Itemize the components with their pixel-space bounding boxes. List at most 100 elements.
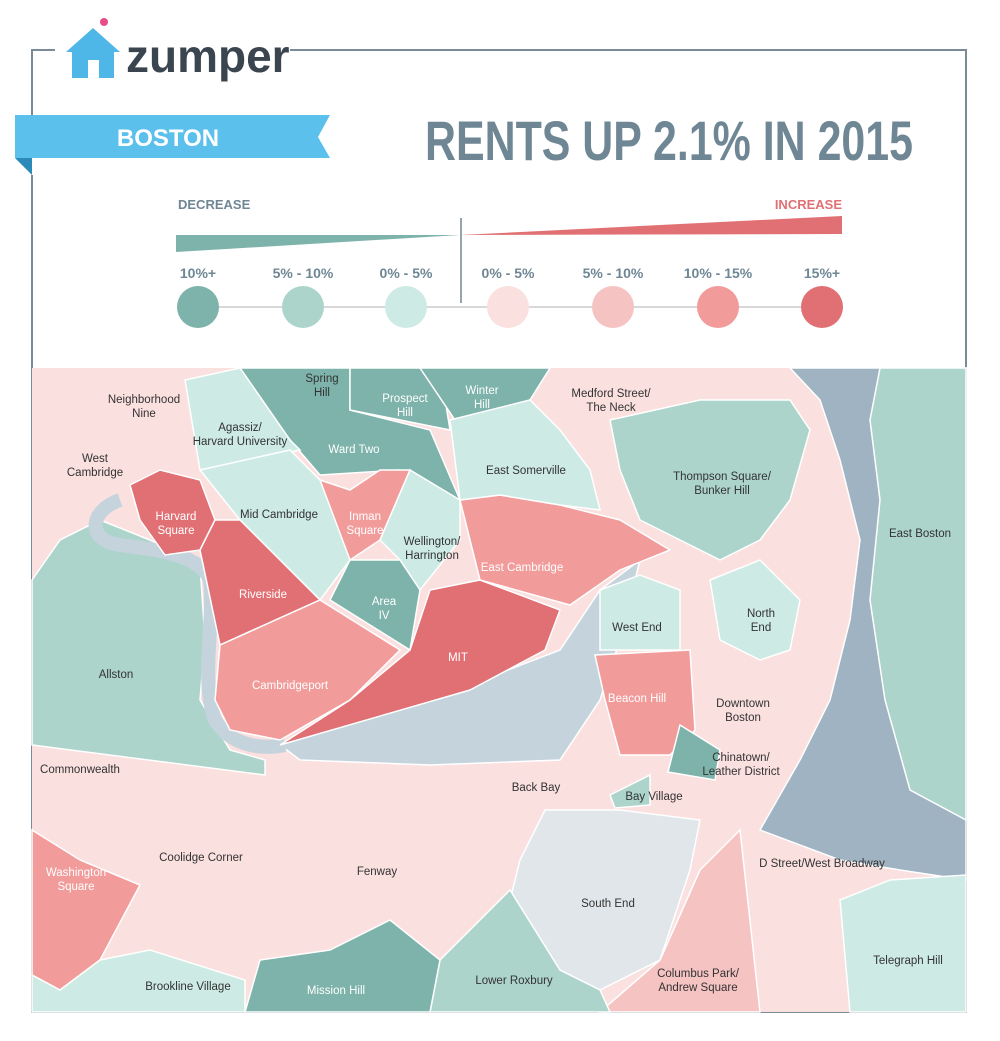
neighborhood-label: Bunker Hill xyxy=(694,485,750,497)
neighborhood-label: Mid Cambridge xyxy=(240,509,318,521)
bay-village xyxy=(609,773,651,809)
agassiz xyxy=(184,367,302,471)
neighborhood-label: IV xyxy=(379,610,390,622)
neighborhood-label: Harrington xyxy=(405,550,459,562)
legend-swatch xyxy=(282,286,324,328)
legend-label: 0% - 5% xyxy=(380,265,433,281)
neighborhood-label: Inman xyxy=(349,511,381,523)
cambridgeport xyxy=(214,599,402,741)
neighborhood-label: Harvard University xyxy=(193,436,288,448)
brookline-village xyxy=(31,949,246,1013)
west-end xyxy=(599,574,681,651)
legend-label: 5% - 10% xyxy=(583,265,644,281)
neighborhood-label: Back Bay xyxy=(512,782,561,794)
map-labels: Spring Hill Neighborhood Nine Prospect Hill Wi… xyxy=(40,373,951,997)
area-iv xyxy=(329,559,421,652)
increase-wedge xyxy=(460,216,842,235)
neighborhood-label: Chinatown/ xyxy=(712,752,770,764)
neighborhood-label: North xyxy=(747,608,775,620)
neighborhood-label: Hill xyxy=(397,407,413,419)
neighborhood-label: West xyxy=(82,453,109,465)
legend-label: 10%+ xyxy=(180,265,216,281)
neighborhood-label: Thompson Square/ xyxy=(673,471,772,483)
legend-increase: INCREASE xyxy=(775,197,843,212)
logo-text: zumper xyxy=(126,30,290,82)
neighborhood-label: Wellington/ xyxy=(404,536,461,548)
neighborhood-label: Area xyxy=(372,596,397,608)
neighborhood-label: Andrew Square xyxy=(658,982,737,994)
ribbon xyxy=(15,115,330,158)
chinatown xyxy=(667,723,721,781)
neighborhood-label: Beacon Hill xyxy=(608,693,666,705)
neighborhood-label: Coolidge Corner xyxy=(159,852,243,864)
map: Spring Hill Neighborhood Nine Prospect Hill Wi… xyxy=(31,367,967,1013)
neighborhood-label: Washington xyxy=(46,867,106,879)
neighborhood-label: West End xyxy=(612,622,662,634)
mission-hill xyxy=(244,919,441,1013)
legend-decrease: DECREASE xyxy=(178,197,251,212)
neighborhood-label: Nine xyxy=(132,408,156,420)
neighborhood-label: Mission Hill xyxy=(307,985,365,997)
neighborhood-label: Lower Roxbury xyxy=(475,975,553,987)
neighborhood-label: Hill xyxy=(314,387,330,399)
neighborhood-label: Cambridgeport xyxy=(252,680,329,692)
neighborhood-label: Commonwealth xyxy=(40,764,120,776)
neighborhood-label: East Cambridge xyxy=(481,562,563,574)
neighborhood-label: Columbus Park/ xyxy=(657,968,740,980)
ribbon-fold xyxy=(15,158,32,175)
decrease-wedge xyxy=(176,235,460,252)
neighborhood-label: Fenway xyxy=(357,866,398,878)
neighborhood-label: South End xyxy=(581,898,635,910)
neighborhood-label: East Boston xyxy=(889,528,951,540)
neighborhood-label: Boston xyxy=(725,712,761,724)
thompson-square xyxy=(609,399,811,561)
logo: zumper xyxy=(66,18,290,82)
columbus-park xyxy=(597,828,761,1013)
legend-label: 0% - 5% xyxy=(482,265,535,281)
legend-swatch xyxy=(801,286,843,328)
neighborhood-label: Harvard xyxy=(156,511,197,523)
neighborhood-label: D Street/West Broadway xyxy=(759,858,885,870)
prospect-hill xyxy=(349,367,451,431)
neighborhood-label: Cambridge xyxy=(67,467,123,479)
neighborhood-label: Square xyxy=(346,525,383,537)
neighborhood-label: Square xyxy=(57,881,94,893)
neighborhood-label: Brookline Village xyxy=(145,981,230,993)
east-boston xyxy=(869,367,967,822)
neighborhood-label: Agassiz/ xyxy=(218,422,262,434)
title: RENTS UP 2.1% IN 2015 xyxy=(425,109,913,172)
legend-swatch xyxy=(385,286,427,328)
legend-label: 10% - 15% xyxy=(684,265,753,281)
legend-swatch xyxy=(592,286,634,328)
neighborhood-label: Spring xyxy=(305,373,338,385)
neighborhood-label: Leather District xyxy=(702,766,780,778)
neighborhood-label: East Somerville xyxy=(486,465,566,477)
beacon-hill xyxy=(594,649,696,756)
telegraph-hill xyxy=(839,874,967,1013)
neighborhood-label: MIT xyxy=(448,652,468,664)
neighborhood-label: Prospect xyxy=(382,393,428,405)
neighborhood-label: Allston xyxy=(99,669,134,681)
neighborhood-label: Riverside xyxy=(239,589,287,601)
legend: 10%+ 5% - 10% 0% - 5% 0% - 5% 5% - 10% 10% - … xyxy=(177,265,843,328)
neighborhood-label: Hill xyxy=(474,399,490,411)
neighborhood-label: Winter xyxy=(465,385,498,397)
north-end xyxy=(709,559,801,661)
neighborhood-label: Neighborhood xyxy=(108,394,180,406)
east-somerville xyxy=(449,399,601,511)
neighborhood-label: Bay Village xyxy=(625,791,682,803)
neighborhood-label: Ward Two xyxy=(328,444,379,456)
legend-swatch xyxy=(697,286,739,328)
neighborhood-label: The Neck xyxy=(586,402,635,414)
neighborhood-label: Medford Street/ xyxy=(571,388,651,400)
legend-swatch xyxy=(177,286,219,328)
city: BOSTON xyxy=(117,125,219,152)
neighborhood-label: Square xyxy=(157,525,194,537)
neighborhood-label: Downtown xyxy=(716,698,770,710)
riverside xyxy=(199,519,322,647)
legend-swatch xyxy=(487,286,529,328)
neighborhood-label: Telegraph Hill xyxy=(873,955,943,967)
neighborhood-label: End xyxy=(751,622,771,634)
legend-label: 5% - 10% xyxy=(273,265,334,281)
